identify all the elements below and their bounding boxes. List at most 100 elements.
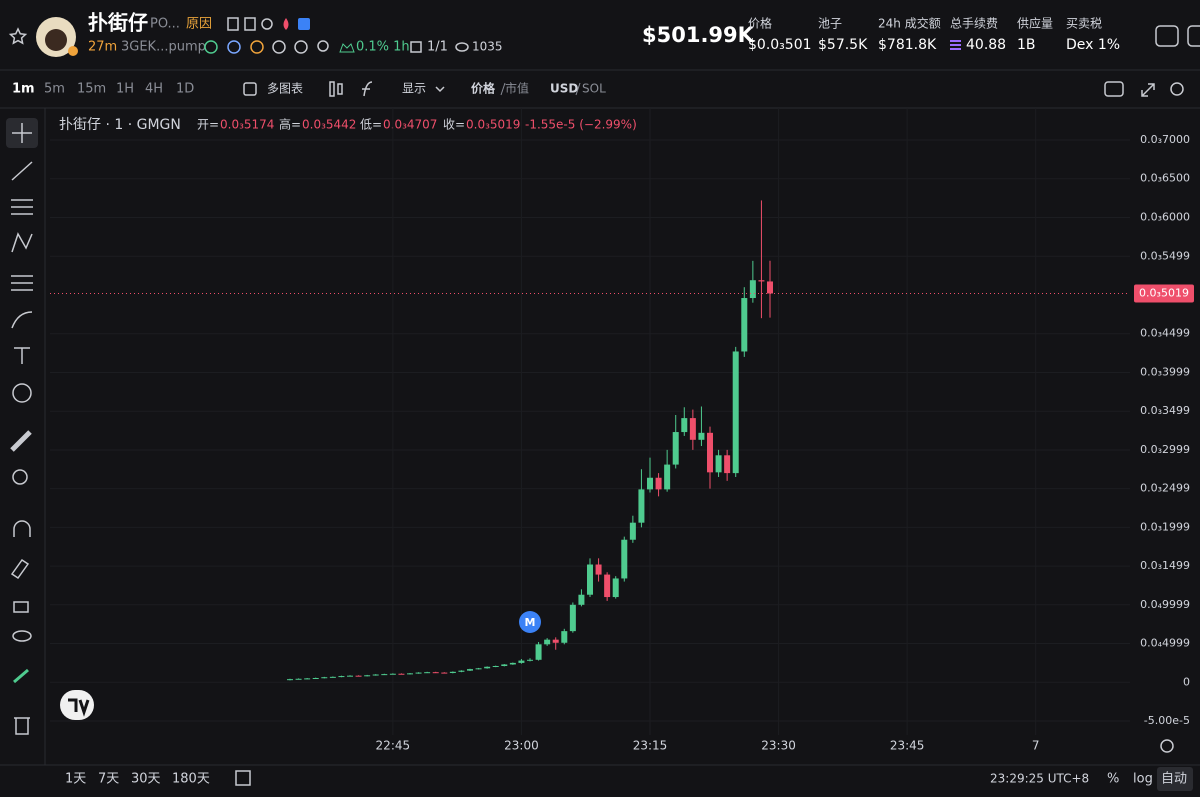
telegram-icon[interactable]	[298, 18, 310, 30]
stat-label: 供应量	[1017, 16, 1053, 31]
favorite-icon[interactable]	[8, 27, 28, 45]
range-button[interactable]: 7天	[98, 772, 119, 787]
ohlc-legend: 开= 0.0₃5174 高= 0.0₃5442 低= 0.0₃4707 收= 0.0₃5019…	[197, 117, 637, 132]
range-group: 1天 7天 30天 180天	[65, 772, 210, 787]
annotation-marker[interactable]	[519, 611, 541, 633]
y-tick-label: -5.00e-5	[1144, 714, 1190, 727]
panel-button[interactable]	[1187, 25, 1200, 47]
share-icon[interactable]	[261, 18, 273, 30]
lock-draw-tool[interactable]	[10, 558, 30, 580]
zoom-tool[interactable]	[12, 469, 28, 485]
candle-body	[355, 675, 362, 677]
candle-body	[655, 477, 662, 490]
range-button[interactable]: 1天	[65, 772, 86, 787]
emoji-tool[interactable]	[12, 383, 32, 403]
interval-button[interactable]: 1D	[176, 82, 194, 97]
interval-button[interactable]: 4H	[145, 82, 163, 97]
sol-toggle[interactable]: SOL	[582, 82, 606, 96]
ohlc-value: 0.0₃5442	[302, 118, 356, 132]
auto-bg	[1157, 767, 1193, 791]
date-range-button[interactable]	[235, 770, 251, 786]
copy-icon[interactable]	[244, 17, 256, 31]
brush-tool[interactable]	[11, 311, 33, 329]
candle-type-icon[interactable]	[337, 83, 343, 95]
axis-settings[interactable]	[1160, 739, 1174, 753]
interval-button[interactable]: 5m	[44, 82, 65, 97]
channel-tool[interactable]	[11, 199, 33, 215]
fire-icon	[283, 18, 289, 30]
ohlc-value: 0.0₃5019	[466, 118, 520, 132]
candle-type-icon[interactable]	[329, 81, 335, 97]
delete-tool[interactable]	[14, 717, 30, 735]
candle-body	[329, 676, 336, 678]
pattern-tool[interactable]	[11, 232, 33, 253]
candle-body	[467, 669, 473, 671]
magnet-tool[interactable]	[13, 520, 31, 537]
checkbox[interactable]	[243, 82, 257, 96]
logo-mark	[68, 698, 90, 717]
y-tick-label: 0.0₃2999	[1140, 443, 1190, 456]
ohlc-label: 开=	[197, 118, 219, 132]
search-icon[interactable]	[317, 40, 329, 52]
annotation-label: M	[525, 616, 536, 629]
interval-button[interactable]: 15m	[77, 82, 106, 97]
candle-body	[569, 604, 576, 632]
log-toggle[interactable]: log	[1133, 772, 1153, 787]
multi-chart[interactable]: 多图表	[267, 82, 303, 96]
text-tool[interactable]	[14, 347, 30, 364]
ruler-tool[interactable]	[10, 430, 32, 452]
candle-body	[458, 670, 465, 672]
token-ticker: PO...	[150, 17, 180, 32]
address[interactable]: 3GEK...pump	[121, 40, 206, 55]
candle-body	[741, 298, 748, 352]
interval-button[interactable]: 1m	[12, 82, 35, 97]
lock-tool[interactable]	[13, 601, 29, 613]
screenshot-button[interactable]	[1104, 81, 1124, 97]
candle-body	[347, 675, 353, 677]
visibility-tool[interactable]	[12, 630, 32, 642]
percent-toggle[interactable]: %	[1107, 772, 1119, 787]
market-value-toggle[interactable]: 市值	[505, 81, 529, 96]
fib-tool[interactable]	[11, 275, 33, 291]
legend-title: 扑街仔 · 1 · GMGN	[59, 117, 181, 133]
sol-icon	[950, 40, 961, 50]
candle-body	[578, 594, 585, 605]
edit-icon[interactable]	[227, 17, 239, 31]
interval-button[interactable]: 1H	[116, 82, 134, 97]
auto-toggle[interactable]: 自动	[1161, 772, 1187, 787]
stat-value: 1B	[1017, 37, 1036, 53]
fullscreen-button[interactable]	[1141, 83, 1155, 97]
interval-group: 1m 5m 15m 1H 4H 1D	[12, 82, 194, 97]
indicator-icon[interactable]	[362, 81, 373, 97]
stat-value: 40.88	[966, 37, 1006, 53]
candle-body	[621, 539, 628, 579]
price-toggle[interactable]: 价格	[471, 81, 496, 96]
line-tool[interactable]	[11, 161, 33, 181]
y-tick-label: 0.0₄4999	[1140, 637, 1190, 650]
x-tick-label: 22:45	[376, 739, 411, 753]
candle-body	[681, 418, 688, 433]
grid	[50, 108, 1130, 735]
range-button[interactable]: 30天	[131, 772, 161, 787]
candle-body	[535, 644, 542, 660]
usd-toggle[interactable]: USD	[550, 82, 578, 96]
link-tool[interactable]	[13, 668, 29, 684]
alarm-button[interactable]	[1155, 25, 1179, 47]
settings-button[interactable]	[1170, 82, 1184, 96]
candle-body	[664, 464, 671, 490]
candle-body	[424, 672, 431, 674]
display-menu[interactable]: 显示	[402, 82, 426, 96]
stat-value: $0.0₃501	[748, 37, 812, 53]
reason-link[interactable]: 原因	[186, 17, 212, 32]
crosshair-tool[interactable]	[12, 123, 32, 143]
stat-value: Dex 1%	[1066, 37, 1120, 53]
range-button[interactable]: 180天	[172, 772, 210, 787]
y-tick-label: 0.0₃4499	[1140, 327, 1190, 340]
change-1h: 0.1% 1h	[356, 40, 410, 55]
candle-body	[484, 666, 491, 669]
candle-body	[415, 672, 422, 674]
avatar-badge	[68, 46, 78, 56]
market-cap: $501.99K	[642, 23, 755, 47]
candle-body	[449, 671, 456, 673]
